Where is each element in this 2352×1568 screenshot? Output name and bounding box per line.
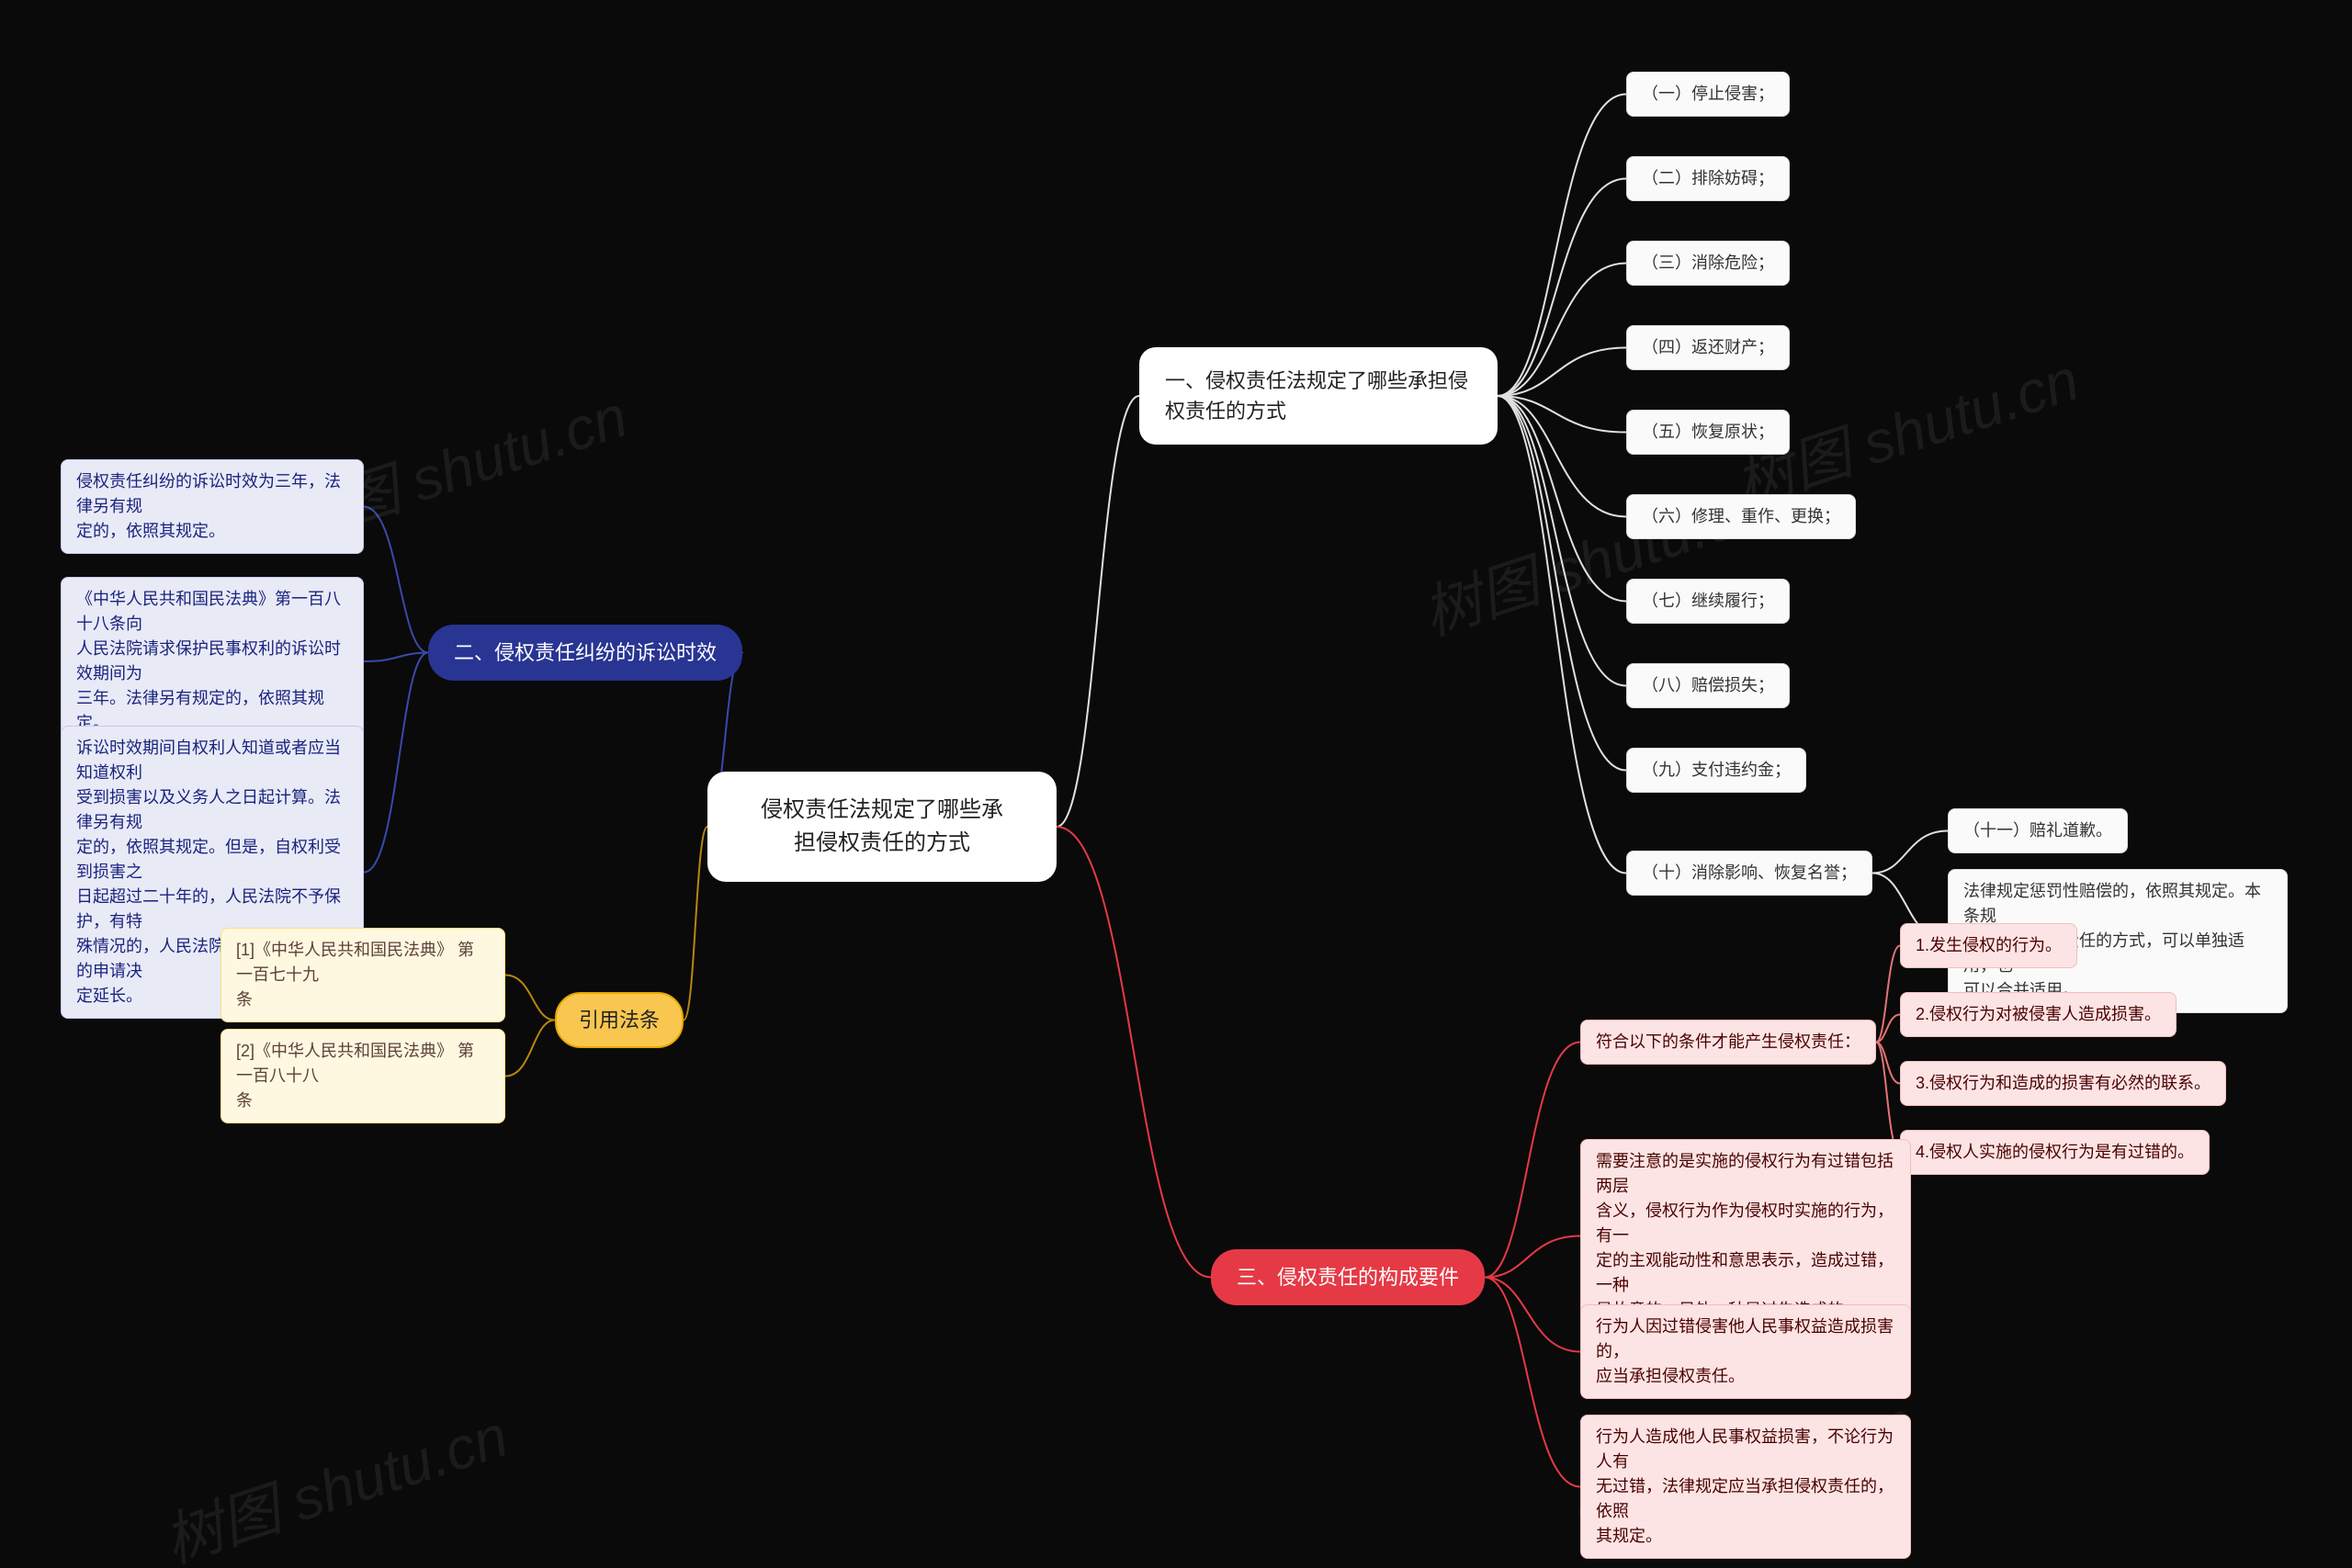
t: 其规定。 [1596, 1527, 1662, 1545]
b1-10-2-l1: 法律规定惩罚性赔偿的，依照其规定。本条规 [1963, 882, 2261, 925]
mindmap-canvas: 树图 shutu.cn 树图 shutu.cn 树图 shutu.cn 树图 s… [0, 0, 2352, 1568]
b4-para[interactable]: 行为人造成他人民事权益损害，不论行为人有 无过错，法律规定应当承担侵权责任的，依… [1580, 1415, 1911, 1559]
b4-cond-item[interactable]: 4.侵权人实施的侵权行为是有过错的。 [1900, 1130, 2210, 1175]
b2-leaf[interactable]: 《中华人民共和国民法典》第一百八十八条向 人民法院请求保护民事权利的诉讼时效期间… [61, 577, 364, 746]
t: 行为人造成他人民事权益损害，不论行为人有 [1596, 1427, 1894, 1471]
b1-leaf[interactable]: （九）支付违约金； [1626, 748, 1806, 793]
b4-para[interactable]: 行为人因过错侵害他人民事权益造成损害的， 应当承担侵权责任。 [1580, 1304, 1911, 1399]
branch-1[interactable]: 一、侵权责任法规定了哪些承担侵 权责任的方式 [1139, 347, 1498, 445]
t: 含义，侵权行为作为侵权时实施的行为，有一 [1596, 1201, 1894, 1245]
b1-leaf[interactable]: （四）返还财产； [1626, 325, 1790, 370]
root-node[interactable]: 侵权责任法规定了哪些承 担侵权责任的方式 [707, 772, 1057, 882]
t: 定的，依照其规定。但是，自权利受到损害之 [76, 838, 341, 881]
watermark: 树图 shutu.cn [152, 1389, 516, 1568]
b4-cond-item[interactable]: 2.侵权行为对被侵害人造成损害。 [1900, 992, 2177, 1037]
b1-leaf[interactable]: （六）修理、重作、更换； [1626, 494, 1856, 539]
t: 日起超过二十年的，人民法院不予保护，有特 [76, 887, 341, 931]
root-line1: 侵权责任法规定了哪些承 [761, 797, 1003, 822]
t: 条 [236, 1091, 253, 1110]
b2-leaf[interactable]: 侵权责任纠纷的诉讼时效为三年，法律另有规 定的，依照其规定。 [61, 459, 364, 554]
t: 条 [236, 990, 253, 1009]
b1-leaf[interactable]: （十）消除影响、恢复名誉； [1626, 851, 1872, 896]
b3-leaf[interactable]: [1]《中华人民共和国民法典》 第一百七十九 条 [220, 928, 505, 1022]
t: 需要注意的是实施的侵权行为有过错包括两层 [1596, 1152, 1894, 1195]
t: 应当承担侵权责任。 [1596, 1367, 1745, 1385]
branch-3[interactable]: 引用法条 [555, 992, 684, 1048]
b1-line1: 一、侵权责任法规定了哪些承担侵 [1165, 369, 1468, 392]
t: 侵权责任纠纷的诉讼时效为三年，法律另有规 [76, 472, 341, 515]
branch-2[interactable]: 二、侵权责任纠纷的诉讼时效 [428, 625, 742, 681]
t: [2]《中华人民共和国民法典》 第一百八十八 [236, 1042, 474, 1085]
b1-line2: 权责任的方式 [1165, 400, 1286, 423]
t: 诉讼时效期间自权利人知道或者应当知道权利 [76, 739, 341, 782]
t: 人民法院请求保护民事权利的诉讼时效期间为 [76, 639, 341, 682]
b4-cond[interactable]: 符合以下的条件才能产生侵权责任： [1580, 1020, 1876, 1065]
b1-leaf[interactable]: （一）停止侵害； [1626, 72, 1790, 117]
t: [1]《中华人民共和国民法典》 第一百七十九 [236, 941, 474, 984]
t: 定的主观能动性和意思表示，造成过错，一种 [1596, 1251, 1894, 1294]
b4-cond-item[interactable]: 1.发生侵权的行为。 [1900, 923, 2077, 968]
b1-subleaf[interactable]: （十一）赔礼道歉。 [1948, 808, 2128, 853]
t: 受到损害以及义务人之日起计算。法律另有规 [76, 788, 341, 831]
b1-leaf[interactable]: （二）排除妨碍； [1626, 156, 1790, 201]
t: 无过错，法律规定应当承担侵权责任的，依照 [1596, 1477, 1894, 1520]
b1-leaf[interactable]: （五）恢复原状； [1626, 410, 1790, 455]
t: 行为人因过错侵害他人民事权益造成损害的， [1596, 1317, 1894, 1360]
branch-4[interactable]: 三、侵权责任的构成要件 [1211, 1249, 1485, 1305]
root-line2: 担侵权责任的方式 [794, 830, 970, 855]
t: 《中华人民共和国民法典》第一百八十八条向 [76, 590, 341, 633]
b1-leaf[interactable]: （八）赔偿损失； [1626, 663, 1790, 708]
b3-leaf[interactable]: [2]《中华人民共和国民法典》 第一百八十八 条 [220, 1029, 505, 1123]
t: 定的，依照其规定。 [76, 522, 225, 540]
b1-leaf[interactable]: （三）消除危险； [1626, 241, 1790, 286]
t: 定延长。 [76, 987, 142, 1005]
b1-leaf[interactable]: （七）继续履行； [1626, 579, 1790, 624]
b4-cond-item[interactable]: 3.侵权行为和造成的损害有必然的联系。 [1900, 1061, 2226, 1106]
